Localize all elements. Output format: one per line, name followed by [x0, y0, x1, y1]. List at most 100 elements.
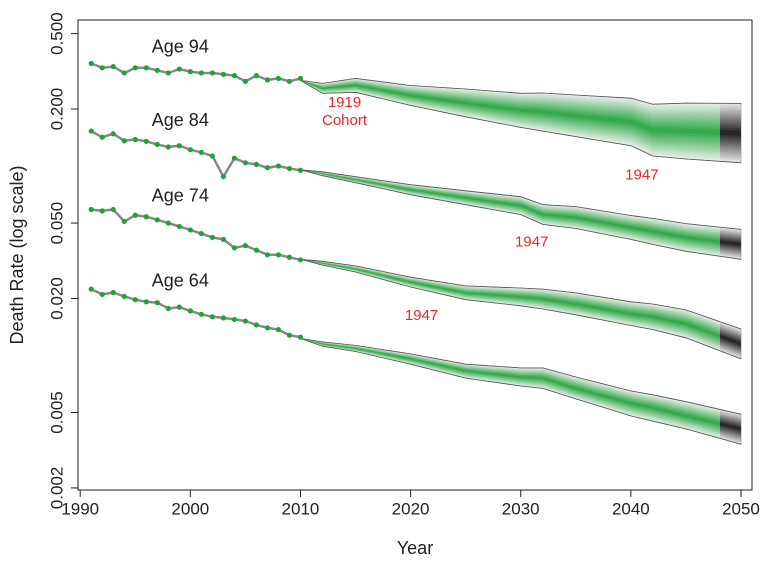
observed-point: [110, 289, 116, 296]
observed-point: [286, 78, 293, 84]
observed-point: [143, 299, 149, 305]
observed-point: [99, 134, 105, 140]
observed-point: [110, 131, 116, 137]
observed-point: [187, 308, 193, 314]
observed-point: [231, 155, 237, 161]
observed-point: [121, 138, 127, 144]
x-tick-label: 2050: [722, 499, 760, 518]
observed-point: [187, 227, 193, 233]
fan: [300, 169, 720, 257]
observed-point: [209, 314, 215, 320]
annotation: 1947: [625, 167, 658, 184]
annotation: Cohort: [322, 112, 368, 129]
observed-point: [275, 252, 282, 258]
observed-point: [143, 214, 149, 220]
x-tick-label: 2020: [392, 499, 430, 518]
observed-point: [88, 60, 94, 67]
annotation: 1947: [515, 233, 548, 250]
observed-point: [242, 243, 248, 249]
y-tick-label: 0.020: [47, 277, 66, 320]
x-axis-title: Year: [397, 538, 433, 558]
observed-point: [264, 325, 271, 331]
observed-point: [297, 334, 304, 340]
observed-point: [99, 65, 105, 71]
observed-line: [91, 208, 301, 262]
observed-point: [264, 165, 271, 171]
observed-point: [231, 316, 237, 323]
fan-band: [300, 80, 720, 135]
fan-band: [300, 169, 720, 243]
observed-point: [242, 160, 248, 166]
x-tick-label: 2030: [502, 499, 540, 518]
annotation: 1919: [328, 94, 361, 111]
series-label: Age 64: [152, 271, 209, 291]
annotation: 1947: [405, 307, 438, 324]
x-tick-label: 2040: [612, 499, 650, 518]
observed-point: [154, 67, 160, 73]
y-tick-label: 0.005: [47, 391, 66, 434]
lower-bound: [300, 169, 742, 260]
y-tick-label: 0.200: [47, 88, 66, 131]
observed-point: [275, 75, 282, 82]
fan: [720, 409, 742, 445]
observed-point: [132, 297, 138, 303]
observed-point: [231, 73, 237, 79]
observed-point: [88, 286, 94, 292]
fan-band: [300, 338, 720, 429]
observed-point: [99, 291, 105, 298]
y-tick-label: 0.050: [47, 202, 66, 245]
observed-point: [143, 65, 149, 71]
observed-point: [286, 332, 293, 338]
fan: [720, 226, 742, 260]
fan-band: [720, 335, 741, 346]
observed-point: [286, 254, 293, 260]
series-label: Age 74: [152, 185, 209, 205]
upper-bound: [300, 338, 742, 415]
observed-point: [132, 65, 138, 71]
observed-point: [154, 217, 160, 223]
observed-point: [264, 252, 271, 258]
observed-point: [165, 70, 171, 76]
observed-point: [99, 208, 105, 214]
observed-point: [121, 218, 127, 225]
observed-point: [275, 163, 282, 169]
y-axis-title: Death Rate (log scale): [7, 165, 27, 344]
observed-point: [198, 70, 204, 76]
observed-point: [121, 70, 127, 76]
observed-point: [253, 322, 260, 328]
fan: [720, 321, 742, 360]
observed-point: [121, 293, 127, 300]
observed-point: [165, 144, 171, 150]
lower-bound: [300, 80, 742, 164]
observed-point: [220, 173, 226, 180]
fan-band: [720, 422, 741, 431]
x-tick-label: 1990: [61, 499, 99, 518]
observed-point: [209, 70, 215, 76]
observed-point: [110, 206, 116, 213]
observed-point: [132, 136, 138, 143]
upper-bound: [300, 77, 742, 105]
fan-band: [720, 240, 741, 246]
observed-point: [209, 234, 215, 241]
fan-band: [720, 129, 741, 136]
observed-point: [198, 149, 204, 156]
observed-point: [198, 230, 204, 237]
observed-point: [275, 326, 282, 333]
plot-frame: [77, 19, 753, 491]
observed-point: [187, 147, 193, 153]
observed-point: [220, 71, 226, 77]
observed-point: [88, 206, 94, 213]
observed-point: [253, 247, 260, 253]
series-label: Age 84: [152, 110, 209, 130]
observed-point: [187, 69, 193, 75]
observed-point: [154, 300, 160, 306]
fan-band: [300, 259, 720, 340]
y-tick-label: 0.500: [47, 12, 66, 55]
observed-point: [297, 75, 304, 82]
observed-point: [297, 257, 304, 263]
observed-point: [198, 311, 204, 317]
observed-point: [176, 304, 182, 310]
observed-point: [165, 220, 171, 226]
